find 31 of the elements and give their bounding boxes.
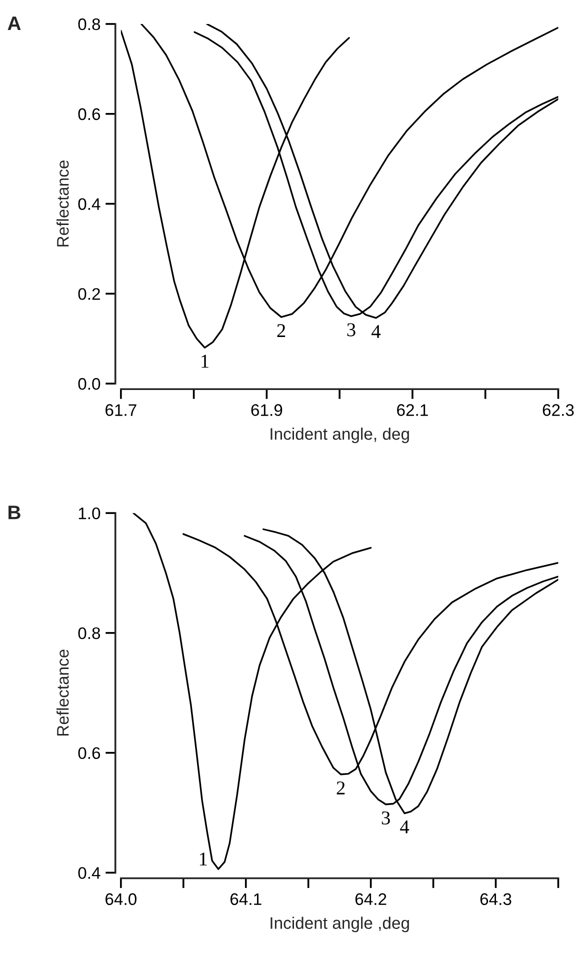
x-tick-label: 61.7 (106, 404, 136, 416)
series-label: 2 (336, 781, 345, 794)
y-tick-label: 0.4 (78, 867, 100, 879)
x-axis-title: Incident angle, deg (270, 428, 409, 444)
x-tick-label: 64.0 (106, 893, 136, 906)
series-label: 4 (400, 820, 410, 834)
y-tick-label: 0.2 (78, 288, 100, 300)
series-label: 4 (372, 325, 381, 338)
series-label: 2 (277, 324, 286, 338)
series-label: 3 (382, 811, 390, 825)
x-tick-label: 64.2 (355, 893, 386, 906)
y-tick-label: 0.8 (78, 18, 100, 30)
x-tick-label: 64.3 (480, 893, 512, 906)
y-tick-label: 0.6 (78, 747, 100, 760)
y-tick-label: 0.4 (78, 198, 100, 210)
x-tick-label: 64.1 (230, 893, 262, 906)
chart-title: B (8, 506, 20, 520)
y-tick-label: 0.8 (78, 627, 100, 640)
chart-title: A (8, 16, 21, 30)
y-tick-label: 0.6 (78, 108, 100, 120)
x-tick-label: 61.9 (251, 404, 282, 416)
y-tick-label: 0.0 (78, 378, 100, 390)
series-label: 3 (347, 323, 356, 336)
series-label: 1 (200, 852, 207, 866)
y-axis-title: Reflectance (56, 160, 69, 246)
series-label: 1 (202, 354, 208, 368)
x-tick-label: 62.1 (397, 404, 428, 416)
x-tick-label: 62.3 (542, 404, 574, 416)
x-axis-title: Incident angle ,deg (270, 916, 409, 932)
y-tick-label: 1.0 (78, 507, 100, 520)
y-axis-title: Reflectance (56, 650, 69, 736)
